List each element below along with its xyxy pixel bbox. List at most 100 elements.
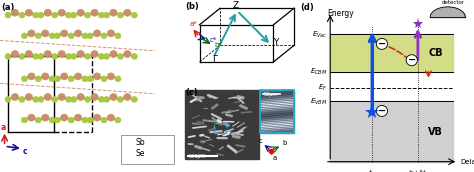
- Circle shape: [124, 9, 131, 16]
- Circle shape: [55, 117, 60, 123]
- Text: $E_{Vac}$: $E_{Vac}$: [312, 29, 328, 40]
- Circle shape: [61, 30, 68, 37]
- Text: $E_{F}$: $E_{F}$: [318, 83, 328, 93]
- Circle shape: [93, 73, 101, 80]
- Circle shape: [77, 9, 84, 16]
- Circle shape: [19, 12, 25, 18]
- Circle shape: [21, 76, 27, 82]
- Text: $t_0$: $t_0$: [368, 168, 376, 172]
- Circle shape: [49, 76, 55, 82]
- Circle shape: [115, 117, 121, 123]
- Text: a*: a*: [190, 21, 198, 27]
- Circle shape: [42, 114, 49, 121]
- Circle shape: [44, 94, 52, 100]
- Text: Sb: Sb: [136, 138, 146, 147]
- Bar: [185, 90, 259, 159]
- Circle shape: [65, 97, 72, 102]
- Bar: [330, 34, 453, 72]
- Circle shape: [107, 30, 115, 37]
- Circle shape: [131, 97, 137, 102]
- Circle shape: [61, 73, 68, 80]
- Circle shape: [5, 97, 11, 102]
- Text: b: b: [283, 140, 287, 146]
- Text: a: a: [0, 123, 6, 132]
- Circle shape: [33, 12, 39, 18]
- Text: −: −: [378, 106, 386, 116]
- FancyBboxPatch shape: [121, 135, 174, 164]
- Text: $E_{CBM}$: $E_{CBM}$: [310, 67, 328, 77]
- Bar: [260, 90, 294, 133]
- Text: Y: Y: [273, 38, 278, 47]
- Circle shape: [35, 117, 41, 123]
- Circle shape: [103, 97, 109, 102]
- Circle shape: [33, 97, 39, 102]
- Bar: [330, 101, 453, 162]
- Circle shape: [103, 12, 109, 18]
- Text: (c): (c): [185, 88, 198, 97]
- Circle shape: [42, 30, 49, 37]
- Circle shape: [99, 12, 104, 18]
- Text: (d): (d): [301, 3, 314, 12]
- Circle shape: [103, 54, 109, 59]
- Circle shape: [131, 12, 137, 18]
- Circle shape: [5, 54, 11, 59]
- Circle shape: [28, 30, 35, 37]
- Circle shape: [91, 9, 98, 16]
- Circle shape: [11, 9, 18, 16]
- Circle shape: [107, 114, 115, 121]
- Circle shape: [101, 33, 107, 39]
- Circle shape: [74, 73, 82, 80]
- Circle shape: [52, 54, 58, 59]
- Circle shape: [110, 94, 117, 100]
- Circle shape: [101, 117, 107, 123]
- Circle shape: [115, 76, 121, 82]
- Circle shape: [65, 54, 72, 59]
- Circle shape: [55, 33, 60, 39]
- Text: 500μm: 500μm: [188, 154, 206, 159]
- Text: 50μm: 50μm: [263, 92, 277, 97]
- Circle shape: [99, 54, 104, 59]
- Text: b*: b*: [214, 42, 222, 48]
- Circle shape: [71, 12, 77, 18]
- Circle shape: [52, 97, 58, 102]
- Circle shape: [82, 76, 88, 82]
- Circle shape: [61, 114, 68, 121]
- Text: (a): (a): [1, 3, 14, 12]
- Text: c: c: [259, 138, 263, 144]
- Text: −: −: [408, 55, 416, 65]
- Circle shape: [38, 12, 44, 18]
- Circle shape: [5, 12, 11, 18]
- Circle shape: [77, 94, 84, 100]
- Circle shape: [11, 51, 18, 57]
- Circle shape: [42, 73, 49, 80]
- Circle shape: [84, 54, 91, 59]
- Circle shape: [28, 114, 35, 121]
- Circle shape: [110, 51, 117, 57]
- Text: c*: c*: [209, 37, 217, 43]
- Circle shape: [376, 38, 388, 49]
- Circle shape: [68, 33, 74, 39]
- Text: CB: CB: [428, 48, 443, 58]
- Circle shape: [49, 117, 55, 123]
- Circle shape: [406, 55, 417, 66]
- Text: Se: Se: [136, 149, 146, 158]
- Circle shape: [127, 150, 133, 156]
- Circle shape: [101, 76, 107, 82]
- Circle shape: [21, 33, 27, 39]
- Circle shape: [82, 33, 88, 39]
- Text: $E_{VBM}$: $E_{VBM}$: [310, 96, 328, 107]
- Circle shape: [19, 54, 25, 59]
- Circle shape: [99, 97, 104, 102]
- Circle shape: [35, 33, 41, 39]
- Circle shape: [58, 51, 65, 57]
- Circle shape: [44, 9, 52, 16]
- Circle shape: [93, 114, 101, 121]
- Text: VB: VB: [428, 127, 443, 137]
- Circle shape: [25, 9, 33, 16]
- Circle shape: [93, 30, 101, 37]
- Circle shape: [11, 94, 18, 100]
- Circle shape: [87, 76, 93, 82]
- Circle shape: [68, 117, 74, 123]
- Circle shape: [110, 9, 117, 16]
- Text: $t_0$+$\Delta t$: $t_0$+$\Delta t$: [408, 168, 428, 172]
